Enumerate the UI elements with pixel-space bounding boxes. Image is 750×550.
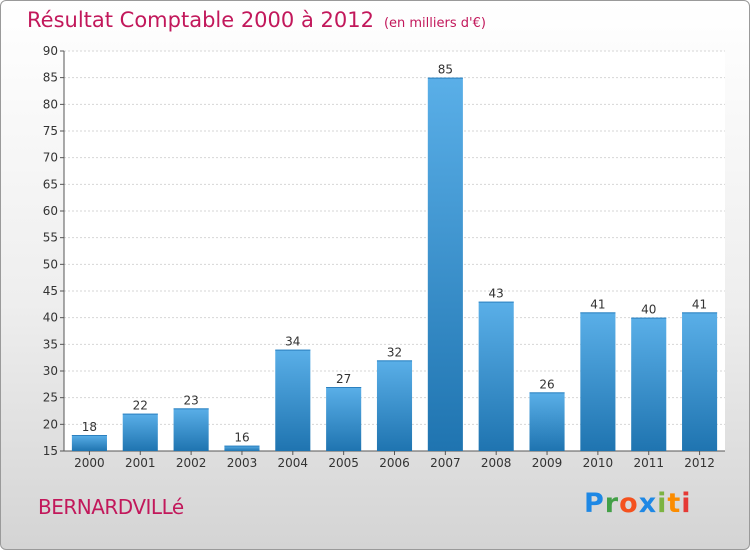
logo-letter: x: [638, 488, 658, 519]
x-tick-label: 2001: [125, 456, 156, 470]
proxiti-logo: Proxiti: [584, 488, 692, 519]
bar: [682, 312, 718, 451]
y-tick-label: 40: [43, 311, 58, 325]
x-tick-label: 2006: [379, 456, 410, 470]
bar-value-label: 22: [133, 399, 148, 413]
x-tick-label: 2008: [481, 456, 512, 470]
bar: [529, 392, 565, 451]
y-tick-label: 30: [43, 364, 58, 378]
bar: [224, 445, 260, 451]
y-tick-label: 65: [43, 177, 58, 191]
y-tick-label: 25: [43, 391, 58, 405]
y-tick-label: 35: [43, 337, 58, 351]
bar: [580, 312, 616, 451]
chart-subtitle: (en milliers d'€): [383, 16, 486, 31]
y-tick-label: 75: [43, 124, 58, 138]
x-tick-label: 2002: [176, 456, 207, 470]
y-tick-label: 60: [43, 204, 58, 218]
bar-value-label: 26: [539, 377, 554, 391]
logo-letter: t: [667, 488, 682, 519]
logo-letter: P: [584, 488, 605, 519]
bar-value-label: 85: [438, 63, 453, 77]
y-tick-label: 50: [43, 257, 58, 271]
bar-value-label: 41: [692, 297, 707, 311]
x-tick-label: 2005: [328, 456, 359, 470]
y-tick-label: 20: [43, 417, 58, 431]
commune-name: BERNARDVILLé: [38, 495, 184, 519]
x-tick-label: 2012: [684, 456, 715, 470]
y-tick-label: 90: [43, 44, 58, 58]
bar: [326, 387, 362, 451]
bar-value-label: 32: [387, 345, 402, 359]
bar: [478, 301, 514, 451]
bar-value-label: 41: [590, 297, 605, 311]
bar-value-label: 34: [285, 335, 300, 349]
title-text: Résultat Comptable 2000 à 2012: [27, 8, 374, 32]
bar: [71, 435, 107, 451]
y-tick-label: 45: [43, 284, 58, 298]
y-tick-label: 80: [43, 97, 58, 111]
logo-letter: r: [604, 488, 620, 519]
bar-value-label: 18: [82, 420, 97, 434]
logo-letter: i: [657, 488, 668, 519]
bar: [376, 360, 413, 451]
bar: [427, 77, 463, 452]
y-tick-label: 85: [43, 71, 58, 85]
bar-value-label: 43: [489, 287, 504, 301]
y-tick-label: 55: [43, 231, 58, 245]
bar-value-label: 40: [641, 303, 656, 317]
x-tick-label: 2011: [633, 456, 664, 470]
bar: [122, 413, 158, 451]
bar-value-label: 16: [234, 431, 249, 445]
bar: [275, 349, 311, 451]
x-tick-label: 2009: [532, 456, 563, 470]
bar-value-label: 27: [336, 372, 351, 386]
logo-letter: o: [619, 488, 639, 519]
bar-value-label: 23: [183, 393, 198, 407]
x-tick-label: 2004: [278, 456, 309, 470]
bar: [631, 317, 667, 451]
y-tick-label: 15: [43, 444, 58, 458]
bar: [173, 408, 209, 451]
logo-letter: i: [681, 488, 692, 519]
y-tick-label: 70: [43, 151, 58, 165]
x-tick-label: 2007: [430, 456, 461, 470]
chart-title: Résultat Comptable 2000 à 2012 (en millie…: [27, 8, 486, 32]
x-tick-label: 2003: [227, 456, 258, 470]
x-tick-label: 2000: [74, 456, 105, 470]
x-tick-label: 2010: [583, 456, 614, 470]
